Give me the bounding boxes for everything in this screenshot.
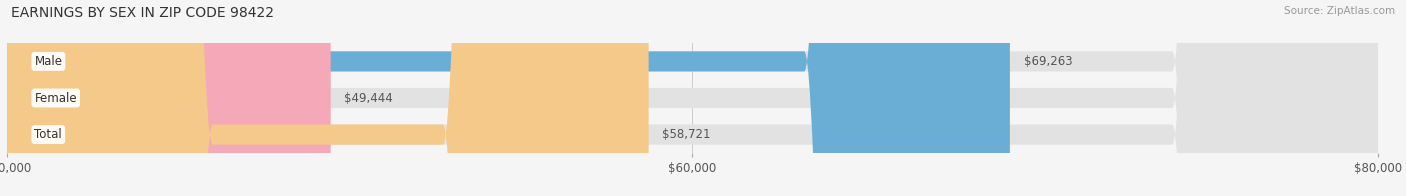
FancyBboxPatch shape	[7, 0, 1378, 196]
Text: Female: Female	[34, 92, 77, 104]
Text: Male: Male	[34, 55, 62, 68]
FancyBboxPatch shape	[7, 0, 1378, 196]
Text: $49,444: $49,444	[344, 92, 394, 104]
Text: Total: Total	[34, 128, 62, 141]
FancyBboxPatch shape	[7, 0, 1010, 196]
Text: $69,263: $69,263	[1024, 55, 1073, 68]
Text: $58,721: $58,721	[662, 128, 711, 141]
FancyBboxPatch shape	[7, 0, 648, 196]
Text: EARNINGS BY SEX IN ZIP CODE 98422: EARNINGS BY SEX IN ZIP CODE 98422	[11, 6, 274, 20]
FancyBboxPatch shape	[7, 0, 330, 196]
FancyBboxPatch shape	[7, 0, 1378, 196]
Text: Source: ZipAtlas.com: Source: ZipAtlas.com	[1284, 6, 1395, 16]
